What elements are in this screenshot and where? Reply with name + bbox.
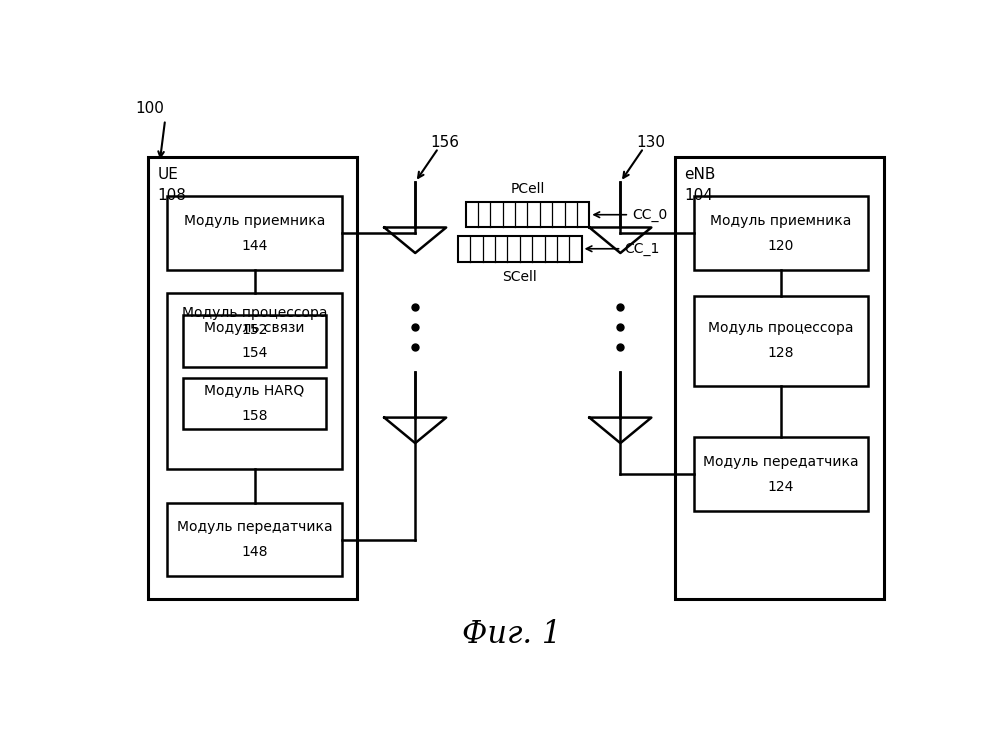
Text: Модуль передатчика: Модуль передатчика [703, 455, 859, 469]
Text: 124: 124 [768, 480, 794, 494]
Text: 100: 100 [135, 101, 164, 116]
Bar [183, 378, 326, 429]
Bar [168, 196, 342, 270]
Bar [674, 156, 883, 599]
Text: 156: 156 [431, 135, 460, 150]
Bar [694, 438, 868, 511]
Text: Модуль передатчика: Модуль передатчика [177, 520, 333, 534]
Text: UE: UE [158, 167, 178, 182]
Text: 104: 104 [684, 188, 712, 203]
Text: CC_1: CC_1 [586, 242, 659, 256]
Text: 154: 154 [242, 346, 268, 360]
Text: Модуль процессора: Модуль процессора [182, 306, 328, 320]
Bar [168, 503, 342, 576]
Text: Фиг. 1: Фиг. 1 [463, 619, 561, 650]
Bar [148, 156, 358, 599]
Text: 158: 158 [242, 409, 268, 423]
Text: Модуль приемника: Модуль приемника [710, 214, 852, 228]
Text: 144: 144 [242, 239, 268, 253]
Bar [458, 236, 581, 262]
Text: CC_0: CC_0 [594, 208, 667, 222]
Text: Модуль HARQ: Модуль HARQ [205, 384, 305, 398]
Text: Модуль приемника: Модуль приемника [184, 214, 326, 228]
Bar [694, 196, 868, 270]
Text: Модуль процессора: Модуль процессора [708, 321, 854, 335]
Bar [694, 296, 868, 386]
Text: 148: 148 [242, 545, 268, 559]
Text: 128: 128 [768, 346, 794, 360]
Bar [168, 293, 342, 469]
Text: 120: 120 [768, 239, 794, 253]
Text: 130: 130 [636, 135, 665, 150]
Text: 108: 108 [158, 188, 186, 203]
Text: PCell: PCell [510, 183, 544, 197]
Bar [183, 315, 326, 366]
Text: 152: 152 [242, 323, 268, 337]
Bar [466, 202, 589, 228]
Text: eNB: eNB [684, 167, 715, 182]
Text: Модуль связи: Модуль связи [205, 321, 305, 335]
Text: SCell: SCell [502, 270, 537, 284]
